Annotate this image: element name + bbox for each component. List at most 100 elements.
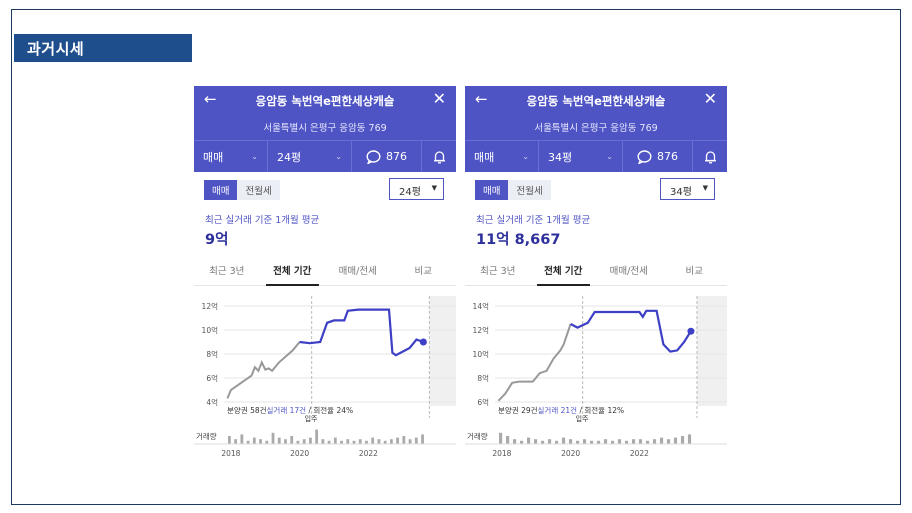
comments-count: 876 (657, 150, 678, 163)
volume-bar (547, 439, 552, 444)
volume-bar (421, 434, 424, 444)
volume-bar (561, 437, 566, 444)
tab-sale-jeonse[interactable]: 매매/전세 (338, 266, 377, 277)
apartment-title: 응암동 녹번역e편한세상캐슬 (255, 94, 395, 108)
volume-label: 거래량 (467, 432, 488, 441)
volume-bar (652, 439, 657, 444)
size-dropdown[interactable]: 34평 ▼ (660, 178, 715, 200)
x-tick-label: 2020 (561, 449, 580, 458)
speech-bubble-icon (637, 149, 652, 164)
y-tick-label: 4억 (206, 398, 218, 407)
volume-bar (582, 439, 587, 444)
volume-bar (377, 439, 381, 444)
size-select[interactable]: 24평 ⌄ (268, 141, 352, 172)
slide-frame (11, 9, 901, 505)
tab-all-period[interactable]: 전체 기간 (260, 256, 326, 286)
volume-bar (389, 439, 393, 444)
volume-bar (365, 440, 368, 444)
volume-label: 거래량 (196, 432, 217, 441)
comments-button[interactable]: 876 (623, 141, 693, 172)
tab-recent-3y[interactable]: 최근 3년 (480, 266, 516, 277)
y-tick-label: 6억 (206, 374, 218, 383)
volume-bar (596, 440, 601, 444)
volume-bar (408, 439, 412, 444)
volume-bar (358, 439, 362, 444)
volume-bar (568, 439, 573, 444)
trade-type-select[interactable]: 매매 ⌄ (465, 141, 539, 172)
toggle-rent[interactable]: 전월세 (508, 180, 551, 200)
future-shade (429, 296, 456, 406)
volume-bar (638, 439, 643, 444)
volume-bar (624, 440, 629, 444)
close-icon[interactable]: ✕ (703, 89, 717, 108)
turnover-rate: / 회전율 12% (577, 405, 624, 415)
latest-price-point[interactable] (419, 338, 427, 346)
stats-text: 분양권 29건실거래 21건 / 회전율 12% (498, 405, 624, 415)
move-in-label: 입주 (305, 415, 318, 423)
size-dropdown-value: 24평 (399, 187, 421, 198)
latest-price-point[interactable] (687, 327, 695, 335)
toggle-rent[interactable]: 전월세 (237, 180, 280, 200)
volume-bar (346, 439, 350, 444)
y-tick-label: 12억 (202, 302, 218, 311)
bell-icon (433, 150, 445, 163)
volume-bar (308, 437, 312, 444)
tab-all-period[interactable]: 전체 기간 (531, 256, 597, 286)
chevron-down-icon: ⌄ (522, 152, 529, 161)
volume-bar (533, 439, 538, 444)
volume-bar (252, 437, 256, 444)
apartment-panel-34: ← 응암동 녹번역e편한세상캐슬 ✕ 서울특별시 은평구 응암동 769 매매 … (465, 86, 727, 464)
tab-compare[interactable]: 비교 (414, 266, 432, 277)
x-tick-label: 2018 (492, 449, 511, 458)
tab-compare[interactable]: 비교 (685, 266, 703, 277)
turnover-rate: / 회전율 24% (306, 405, 353, 415)
volume-bar (680, 436, 685, 444)
price-chart[interactable]: 12억 10억 8억 6억 4억 분양권 58건실거래 17건 / 회전율 24% 입주… (194, 292, 456, 464)
comments-button[interactable]: 876 (352, 141, 422, 172)
toggle-sale[interactable]: 매매 (204, 180, 238, 200)
presale-price-line (226, 341, 301, 399)
volume-bar (284, 439, 287, 444)
volume-bar (673, 437, 678, 444)
volume-bar (589, 440, 594, 444)
back-arrow-icon[interactable]: ← (475, 90, 488, 108)
volume-bar (234, 439, 238, 444)
volume-bar (296, 440, 300, 444)
speech-bubble-icon (366, 149, 381, 164)
toggle-sale[interactable]: 매매 (475, 180, 509, 200)
alert-button[interactable] (422, 141, 456, 172)
volume-bar (687, 434, 692, 444)
x-tick-label: 2022 (359, 449, 378, 458)
y-tick-label: 10억 (473, 350, 489, 359)
alert-button[interactable] (693, 141, 727, 172)
volume-bar (540, 440, 545, 444)
presale-count: 분양권 58건 (227, 405, 267, 415)
chevron-down-icon: ⌄ (335, 152, 342, 161)
volume-bar (659, 437, 664, 444)
volume-bar (499, 432, 503, 444)
trade-type-select[interactable]: 매매 ⌄ (194, 141, 268, 172)
volume-bar (603, 439, 608, 444)
volume-bar (271, 432, 275, 444)
size-dropdown[interactable]: 24평 ▼ (389, 178, 444, 200)
tab-recent-3y[interactable]: 최근 3년 (209, 266, 245, 277)
volume-bar (371, 437, 375, 444)
presale-price-line (497, 323, 572, 402)
volume-bar (333, 437, 337, 444)
average-label: 최근 실거래 기준 1개월 평균 (476, 215, 591, 226)
trade-type-label: 매매 (474, 150, 495, 164)
size-dropdown-value: 34평 (670, 187, 692, 198)
stats-text: 분양권 58건실거래 17건 / 회전율 24% (227, 405, 353, 415)
back-arrow-icon[interactable]: ← (204, 90, 217, 108)
size-label: 34평 (548, 150, 573, 164)
chevron-down-icon: ⌄ (251, 152, 258, 161)
size-select[interactable]: 34평 ⌄ (539, 141, 623, 172)
caret-down-icon: ▼ (431, 184, 437, 192)
close-icon[interactable]: ✕ (432, 89, 446, 108)
price-chart[interactable]: 14억 12억 10억 8억 6억 분양권 29건실거래 21건 / 회전율 12% 입… (465, 292, 727, 464)
tab-sale-jeonse[interactable]: 매매/전세 (609, 266, 648, 277)
y-tick-label: 8억 (477, 374, 489, 383)
y-tick-label: 6억 (477, 398, 489, 407)
volume-bar (666, 439, 671, 444)
trade-toggle: 매매 전월세 (475, 180, 551, 200)
